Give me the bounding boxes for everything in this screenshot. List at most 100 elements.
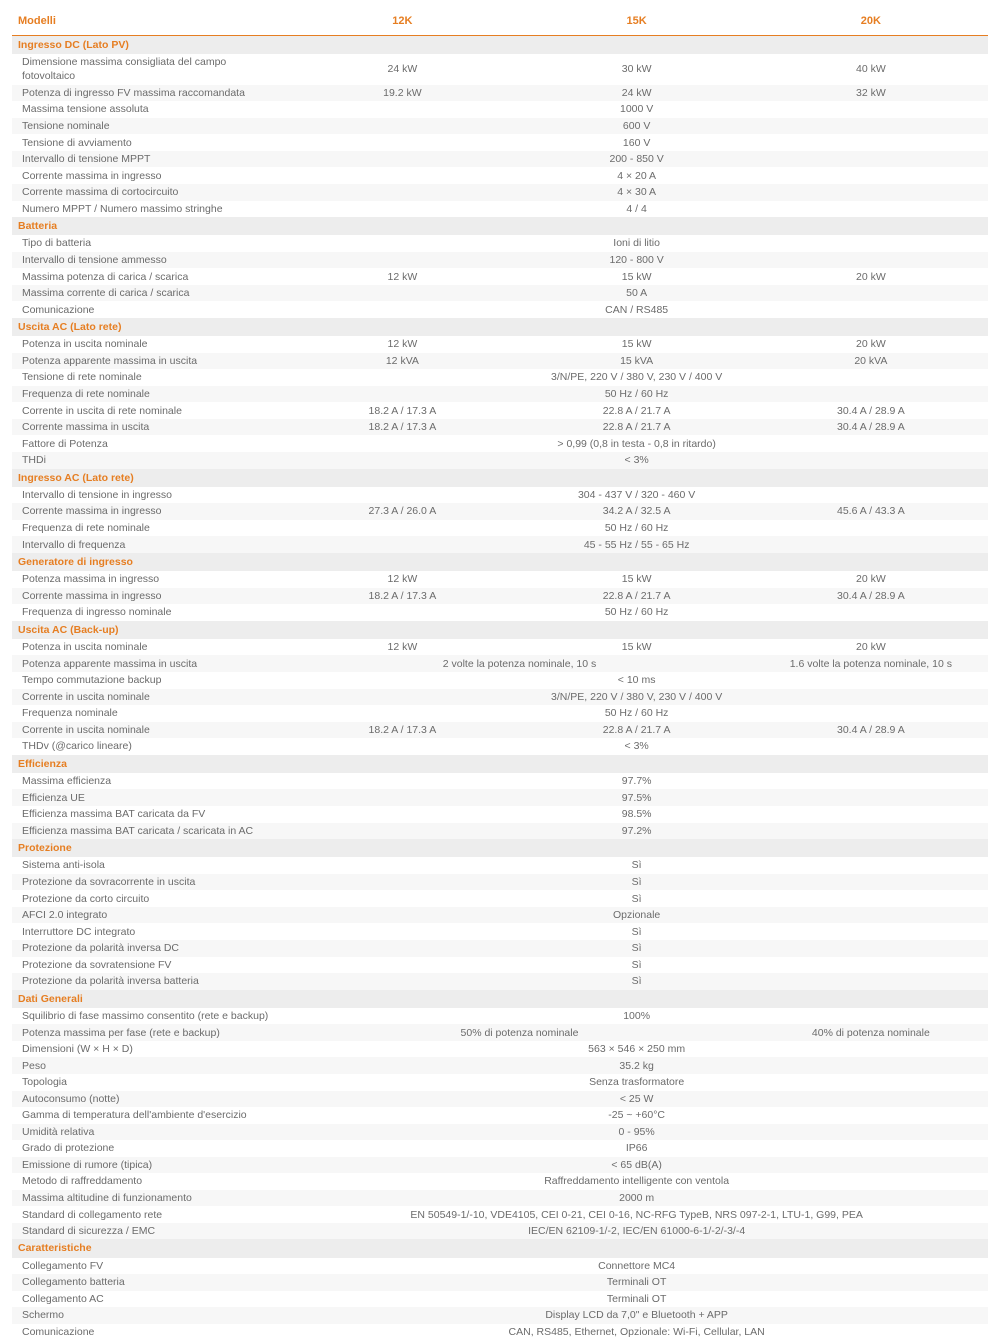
spec-row: Intervallo di tensione MPPT200 - 850 V: [12, 151, 988, 168]
spec-label: Emissione di rumore (tipica): [12, 1157, 285, 1174]
section-header: Uscita AC (Back-up): [12, 621, 988, 639]
spec-row: THDi< 3%: [12, 452, 988, 469]
spec-label: Tensione di avviamento: [12, 134, 285, 151]
section-title: Generatore di ingresso: [12, 553, 988, 571]
spec-value: 20 kW: [754, 639, 988, 656]
spec-value: > 0,99 (0,8 in testa - 0,8 in ritardo): [285, 435, 988, 452]
spec-row: Corrente in uscita nominale3/N/PE, 220 V…: [12, 689, 988, 706]
spec-value: < 10 ms: [285, 672, 988, 689]
spec-row: Peso35.2 kg: [12, 1057, 988, 1074]
spec-row: Efficienza massima BAT caricata / scaric…: [12, 823, 988, 840]
spec-label: Protezione da sovratensione FV: [12, 957, 285, 974]
spec-value: EN 50549-1/-10, VDE4105, CEI 0-21, CEI 0…: [285, 1206, 988, 1223]
section-header: Batteria: [12, 217, 988, 235]
spec-value: 12 kW: [285, 336, 519, 353]
spec-row: Frequenza nominale50 Hz / 60 Hz: [12, 705, 988, 722]
spec-value: 12 kW: [285, 639, 519, 656]
section-header: Efficienza: [12, 755, 988, 773]
spec-label: Corrente in uscita di rete nominale: [12, 402, 285, 419]
spec-value: < 25 W: [285, 1091, 988, 1108]
spec-label: Sistema anti-isola: [12, 857, 285, 874]
spec-label: Interruttore DC integrato: [12, 923, 285, 940]
section-title: Uscita AC (Back-up): [12, 621, 988, 639]
spec-label: Massima altitudine di funzionamento: [12, 1190, 285, 1207]
spec-value: 200 - 850 V: [285, 151, 988, 168]
spec-label: Autoconsumo (notte): [12, 1091, 285, 1108]
spec-label: Tipo di batteria: [12, 235, 285, 252]
spec-value: 12 kVA: [285, 353, 519, 370]
spec-value: 15 kW: [520, 268, 754, 285]
spec-label: Efficienza massima BAT caricata da FV: [12, 806, 285, 823]
spec-value: 35.2 kg: [285, 1057, 988, 1074]
spec-value: 0 - 95%: [285, 1124, 988, 1141]
section-title: Protezione: [12, 839, 988, 857]
spec-value: 45.6 A / 43.3 A: [754, 503, 988, 520]
spec-row: Standard di sicurezza / EMCIEC/EN 62109-…: [12, 1223, 988, 1240]
spec-value: 3/N/PE, 220 V / 380 V, 230 V / 400 V: [285, 369, 988, 386]
spec-label: Peso: [12, 1057, 285, 1074]
spec-label: Tempo commutazione backup: [12, 672, 285, 689]
spec-value: 50 Hz / 60 Hz: [285, 520, 988, 537]
spec-row: Tempo commutazione backup< 10 ms: [12, 672, 988, 689]
spec-label: Protezione da polarità inversa batteria: [12, 973, 285, 990]
spec-label: THDv (@carico lineare): [12, 738, 285, 755]
spec-value: Senza trasformatore: [285, 1074, 988, 1091]
spec-value: 2000 m: [285, 1190, 988, 1207]
spec-value: 50 Hz / 60 Hz: [285, 386, 988, 403]
spec-value: 20 kW: [754, 571, 988, 588]
spec-value: 32 kW: [754, 85, 988, 102]
spec-value: 24 kW: [285, 54, 519, 85]
spec-value: 22.8 A / 21.7 A: [520, 722, 754, 739]
spec-value: Display LCD da 7,0" e Bluetooth + APP: [285, 1307, 988, 1324]
spec-value: 24 kW: [520, 85, 754, 102]
spec-label: Grado di protezione: [12, 1140, 285, 1157]
spec-label: Potenza massima in ingresso: [12, 571, 285, 588]
spec-value: 34.2 A / 32.5 A: [520, 503, 754, 520]
spec-value: 40% di potenza nominale: [754, 1024, 988, 1041]
spec-row: Tipo di batteriaIoni di litio: [12, 235, 988, 252]
spec-value: IP66: [285, 1140, 988, 1157]
spec-value: Sì: [285, 940, 988, 957]
spec-label: Tensione nominale: [12, 118, 285, 135]
spec-row: AFCI 2.0 integratoOpzionale: [12, 907, 988, 924]
spec-label: Tensione di rete nominale: [12, 369, 285, 386]
spec-value: 30.4 A / 28.9 A: [754, 722, 988, 739]
section-title: Efficienza: [12, 755, 988, 773]
spec-value: Sì: [285, 874, 988, 891]
section-header: Protezione: [12, 839, 988, 857]
spec-value: < 65 dB(A): [285, 1157, 988, 1174]
spec-label: Frequenza di ingresso nominale: [12, 604, 285, 621]
spec-label: THDi: [12, 452, 285, 469]
spec-value: 563 × 546 × 250 mm: [285, 1041, 988, 1058]
spec-table: Modelli12K15K20KIngresso DC (Lato PV)Dim…: [12, 8, 988, 1340]
spec-row: Dimensioni (W × H × D)563 × 546 × 250 mm: [12, 1041, 988, 1058]
header-label: Modelli: [12, 8, 285, 35]
spec-label: Corrente massima in ingresso: [12, 167, 285, 184]
spec-label: Frequenza di rete nominale: [12, 520, 285, 537]
section-header: Caratteristiche: [12, 1239, 988, 1257]
spec-value: 30 kW: [520, 54, 754, 85]
spec-value: 600 V: [285, 118, 988, 135]
spec-label: Gamma di temperatura dell'ambiente d'ese…: [12, 1107, 285, 1124]
spec-row: Massima potenza di carica / scarica12 kW…: [12, 268, 988, 285]
spec-label: Corrente in uscita nominale: [12, 689, 285, 706]
spec-label: Squilibrio di fase massimo consentito (r…: [12, 1008, 285, 1025]
spec-value: CAN, RS485, Ethernet, Opzionale: Wi-Fi, …: [285, 1324, 988, 1340]
spec-label: Intervallo di tensione in ingresso: [12, 487, 285, 504]
spec-row: Frequenza di rete nominale50 Hz / 60 Hz: [12, 520, 988, 537]
spec-value: 40 kW: [754, 54, 988, 85]
spec-label: Protezione da sovracorrente in uscita: [12, 874, 285, 891]
spec-value: 27.3 A / 26.0 A: [285, 503, 519, 520]
spec-value: 3/N/PE, 220 V / 380 V, 230 V / 400 V: [285, 689, 988, 706]
spec-label: Comunicazione: [12, 1324, 285, 1340]
spec-row: Massima corrente di carica / scarica50 A: [12, 285, 988, 302]
spec-row: Corrente in uscita nominale18.2 A / 17.3…: [12, 722, 988, 739]
spec-value: 12 kW: [285, 571, 519, 588]
spec-row: Potenza di ingresso FV massima raccomand…: [12, 85, 988, 102]
spec-label: Massima potenza di carica / scarica: [12, 268, 285, 285]
spec-value: 12 kW: [285, 268, 519, 285]
spec-value: Raffreddamento intelligente con ventola: [285, 1173, 988, 1190]
spec-row: Massima altitudine di funzionamento2000 …: [12, 1190, 988, 1207]
spec-value: 22.8 A / 21.7 A: [520, 419, 754, 436]
spec-label: Massima tensione assoluta: [12, 101, 285, 118]
